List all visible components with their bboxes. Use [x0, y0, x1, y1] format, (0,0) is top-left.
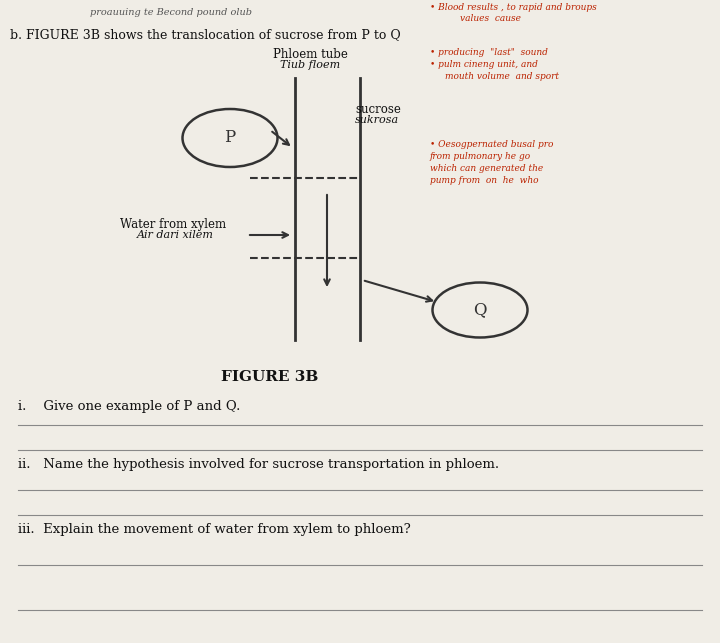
Text: pump from  on  he  who: pump from on he who: [430, 176, 539, 185]
Text: P: P: [225, 129, 235, 147]
Text: FIGURE 3B: FIGURE 3B: [221, 370, 319, 384]
Text: Air dari xilem: Air dari xilem: [137, 230, 214, 240]
Text: Q: Q: [473, 302, 487, 318]
Text: • pulm cineng unit, and: • pulm cineng unit, and: [430, 60, 538, 69]
Text: which can generated the: which can generated the: [430, 164, 544, 173]
Text: ii.   Name the hypothesis involved for sucrose transportation in phloem.: ii. Name the hypothesis involved for suc…: [18, 458, 499, 471]
Text: from pulmonary he go: from pulmonary he go: [430, 152, 531, 161]
Text: Phloem tube: Phloem tube: [273, 48, 348, 61]
Text: i.    Give one example of P and Q.: i. Give one example of P and Q.: [18, 400, 240, 413]
Text: proauuing te Becond pound olub: proauuing te Becond pound olub: [90, 8, 252, 17]
Text: Water from xylem: Water from xylem: [120, 218, 226, 231]
Text: • Oesogpernated busal pro: • Oesogpernated busal pro: [430, 140, 554, 149]
Text: iii.  Explain the movement of water from xylem to phloem?: iii. Explain the movement of water from …: [18, 523, 410, 536]
Text: • Blood results , to rapid and broups: • Blood results , to rapid and broups: [430, 3, 597, 12]
Text: Tiub floem: Tiub floem: [280, 60, 340, 70]
Text: b. FIGURE 3B shows the translocation of sucrose from P to Q: b. FIGURE 3B shows the translocation of …: [10, 28, 401, 41]
Text: sukrosa: sukrosa: [355, 115, 399, 125]
Text: mouth volume  and sport: mouth volume and sport: [445, 72, 559, 81]
Text: values  cause: values cause: [460, 14, 521, 23]
Text: sucrose: sucrose: [355, 103, 401, 116]
Text: • producing  "last"  sound: • producing "last" sound: [430, 48, 548, 57]
